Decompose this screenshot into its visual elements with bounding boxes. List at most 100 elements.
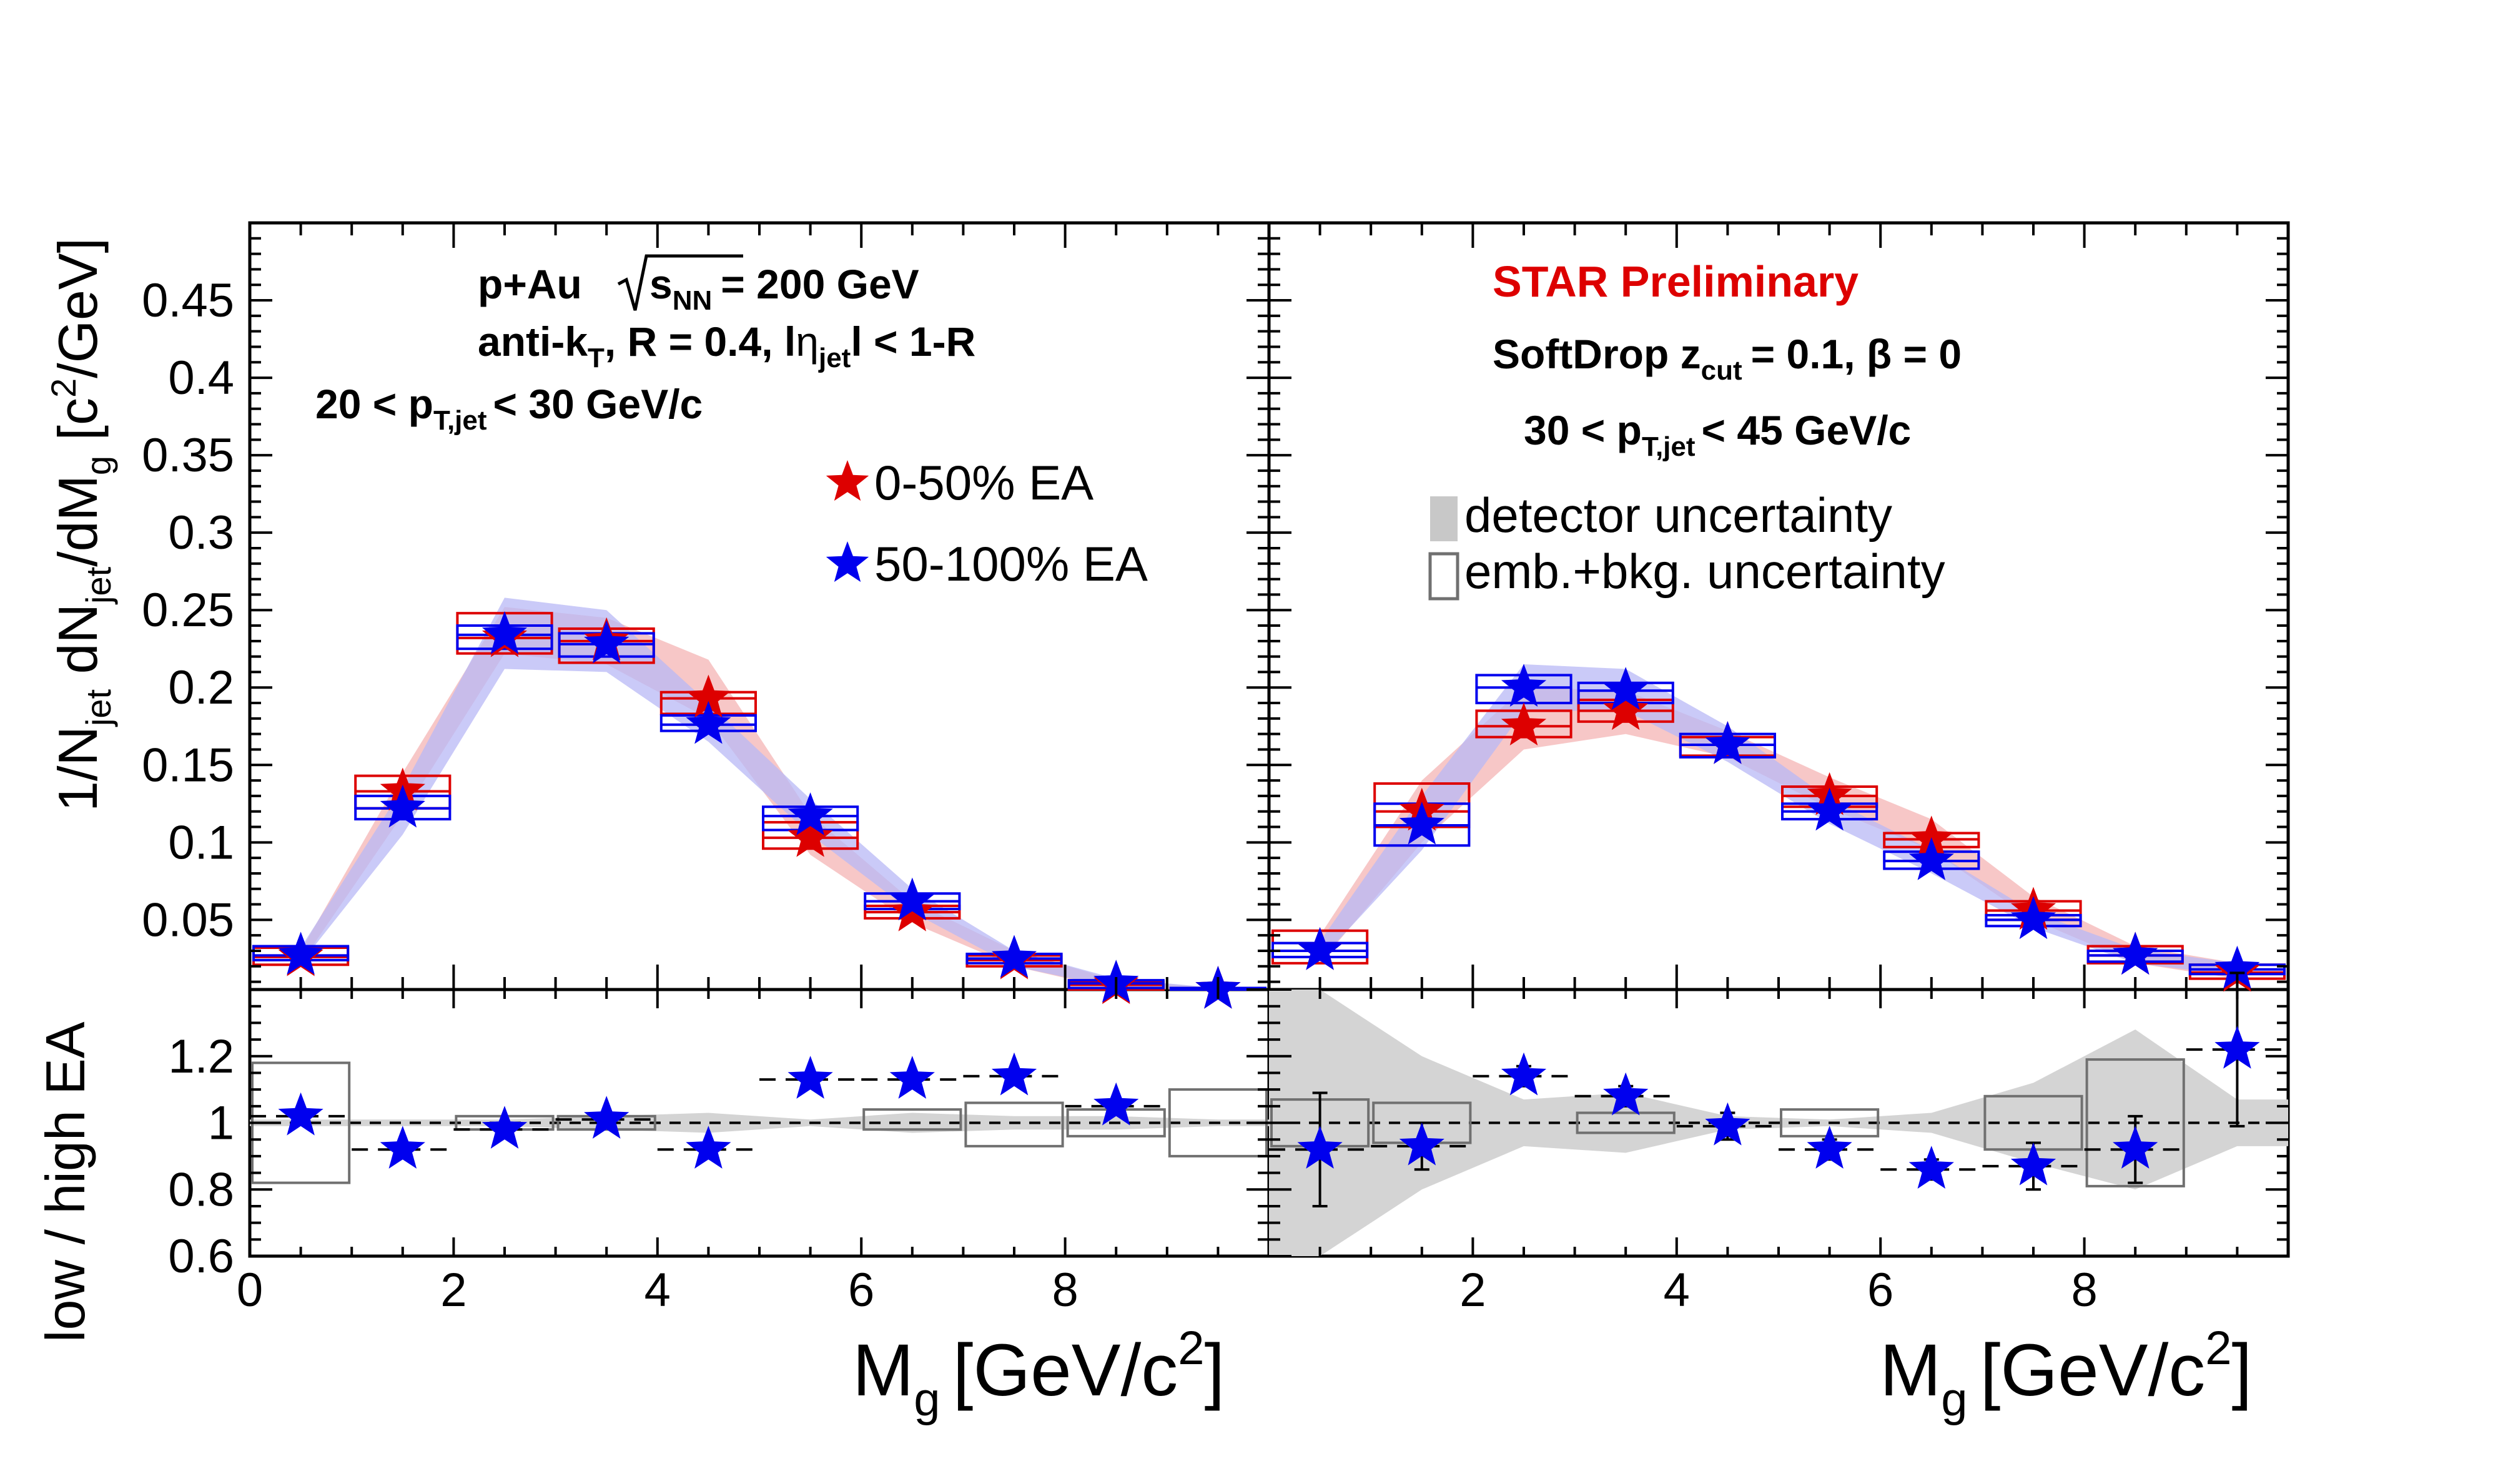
ratio-point-star: [1501, 1052, 1547, 1096]
data-point-star: [1603, 687, 1649, 730]
ratio-point-star: [1399, 1122, 1444, 1166]
legend-label-emb-bkg: emb.+bkg. uncertainty: [1464, 544, 1945, 599]
ratio-point-star: [1807, 1126, 1852, 1169]
legend-detector-swatch: [1430, 496, 1458, 541]
ratio-point-star: [1705, 1102, 1750, 1146]
data-point-star: [1807, 787, 1852, 831]
y-tick-label-top: 0.2: [168, 661, 234, 714]
legend-label-detector: detector uncertainty: [1464, 488, 1892, 543]
x-tick-label-left: 2: [440, 1264, 467, 1317]
x-tick-label-left: 8: [1052, 1264, 1078, 1317]
detector-band-0-50-ea: [1320, 687, 2238, 979]
ratio-point-star: [584, 1096, 629, 1139]
x-tick-label-right: 8: [2071, 1264, 2097, 1317]
annotation-energy: = 200 GeV: [721, 261, 919, 307]
y-tick-label-top: 0.25: [142, 584, 234, 637]
data-point-star: [278, 931, 323, 975]
data-point-star: [1297, 927, 1343, 970]
legend-label-50-100-ea: 50-100% EA: [874, 536, 1148, 591]
ratio-point-star: [1297, 1126, 1343, 1169]
detector-band-50-100-ea: [1320, 664, 2238, 976]
ratio-point-star: [2214, 1026, 2260, 1069]
data-point-star: [2113, 931, 2158, 975]
ratio-point-star: [1908, 1146, 1954, 1189]
data-point-star: [1603, 667, 1649, 710]
x-axis-label-right: Mg [GeV/c2]: [1880, 1322, 2252, 1426]
y-tick-label-bottom: 1: [208, 1097, 234, 1150]
y-tick-label-top: 0.4: [168, 351, 234, 405]
ratio-point-star: [889, 1056, 935, 1099]
ratio-point-star: [481, 1106, 528, 1149]
data-point-star: [889, 877, 935, 921]
data-point-star: [1908, 837, 1954, 880]
ratio-point-star: [380, 1126, 425, 1169]
y-tick-label-top: 0.3: [168, 506, 234, 559]
x-tick-label-right: 6: [1867, 1264, 1893, 1317]
ratio-point-star: [1093, 1082, 1139, 1126]
data-point-star: [1705, 721, 1750, 764]
y-tick-label-bottom: 1.2: [168, 1030, 234, 1083]
emb-bkg-box-ratio: [1576, 1111, 1676, 1134]
panel-bottom-right-ratio: [1269, 971, 2288, 1256]
panel-top-left-pt20-30: [252, 597, 1267, 1009]
annotation-pt-bin-right: 30 < pT,jet < 45 GeV/c: [1524, 407, 1911, 462]
emb-bkg-box-ratio: [964, 1101, 1064, 1147]
data-point-star: [991, 935, 1037, 978]
annotation-jet-algorithm: anti-kT, R = 0.4, lηjetl < 1-R: [478, 318, 975, 373]
data-point-star: [2010, 896, 2056, 940]
emb-bkg-box-ratio: [862, 1108, 962, 1131]
ratio-point-star: [686, 1126, 731, 1169]
legend-star-red-shape: [826, 460, 869, 501]
y-tick-label-top: 0.45: [142, 274, 234, 327]
x-tick-label-right: 2: [1459, 1264, 1486, 1317]
y-tick-label-top: 0.1: [168, 816, 234, 869]
y-axis-label-bottom: low / high EA: [34, 1021, 96, 1342]
data-point-star: [2214, 945, 2260, 989]
annotation-s: s: [649, 261, 673, 307]
x-tick-label-left: 6: [848, 1264, 874, 1317]
annotation-collision: p+Au: [478, 261, 582, 307]
detector-band-50-100-ea: [300, 597, 1218, 990]
legend-marker-blue-star: [826, 541, 869, 582]
data-point-star: [380, 784, 425, 828]
legend-series: 0-50% EA 50-100% EA: [826, 455, 1148, 591]
y-tick-label-top: 0.35: [142, 429, 234, 482]
annotation-softdrop: SoftDrop zcut = 0.1, β = 0: [1493, 331, 1962, 386]
detector-band-0-50-ea: [300, 607, 1218, 990]
data-point-star: [1399, 802, 1444, 845]
annotation-block-right: STAR Preliminary SoftDrop zcut = 0.1, β =…: [1493, 257, 1962, 462]
legend-marker-red-star: [826, 460, 869, 501]
emb-bkg-box-ratio: [2085, 1058, 2185, 1187]
x-axis-label-left: Mg [GeV/c2]: [852, 1322, 1225, 1426]
y-tick-label-bottom: 0.8: [168, 1163, 234, 1216]
y-tick-label-top: 0.15: [142, 739, 234, 792]
ratio-point-star: [1603, 1072, 1649, 1116]
ratio-point-star: [991, 1052, 1037, 1096]
annotation-block-left: p+Au sNN = 200 GeV anti-kT, R = 0.4, lηje…: [315, 254, 975, 436]
annotation-nn: NN: [673, 285, 713, 316]
ratio-point-star: [2113, 1126, 2158, 1169]
y-tick-label-top: 0.05: [142, 893, 234, 946]
y-tick-label-bottom: 0.6: [168, 1230, 234, 1283]
data-point-star: [787, 813, 833, 857]
panel-bottom-left-ratio: [250, 1052, 1269, 1184]
star-preliminary: STAR Preliminary: [1493, 257, 1859, 306]
ratio-point-star: [2010, 1142, 2056, 1186]
y-axis-label-top: 1/Njet dNjet/dMg [c2/GeV]: [44, 238, 118, 812]
annotation-pt-bin-left: 20 < pT,jet < 30 GeV/c: [315, 381, 703, 436]
data-point-star: [481, 611, 528, 654]
panel-top-right-pt30-45: [1271, 664, 2286, 992]
legend-star-blue-shape: [826, 541, 869, 582]
ratio-point-star: [278, 1092, 323, 1136]
legend-uncertainty: detector uncertainty emb.+bkg. uncertain…: [1428, 488, 1945, 601]
x-tick-label-left: 4: [644, 1264, 671, 1317]
x-tick-label-left: 0: [237, 1264, 263, 1317]
ratio-point-star: [787, 1056, 833, 1099]
x-tick-label-right: 4: [1664, 1264, 1690, 1317]
data-point-star: [1908, 815, 1954, 859]
data-point-star: [1501, 664, 1547, 707]
legend-label-0-50-ea: 0-50% EA: [874, 455, 1093, 510]
data-point-star: [787, 792, 833, 835]
sqrt-symbol: [617, 254, 743, 311]
